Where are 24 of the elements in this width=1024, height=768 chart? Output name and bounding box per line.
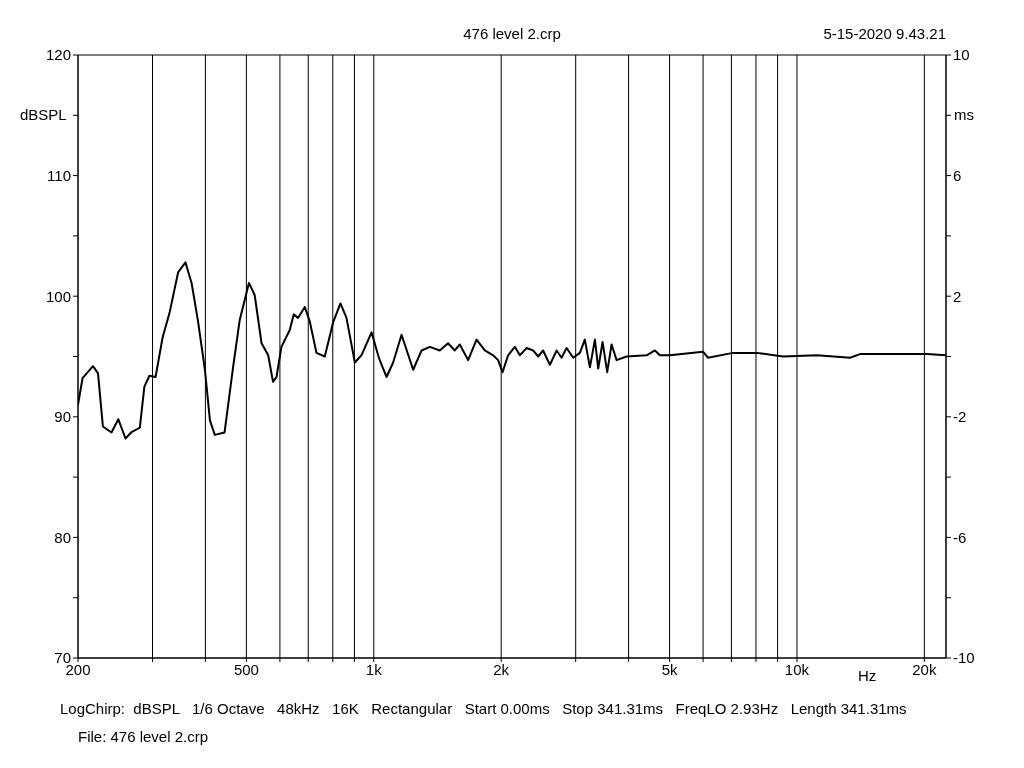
x-tick-label: 10k (784, 660, 810, 678)
text: File: 476 level 2.crp (78, 728, 209, 745)
x-tick-label: 500 (233, 660, 259, 678)
y2-axis-title: ms (954, 106, 974, 124)
x-tick-label: 5k (661, 660, 678, 678)
y2-tick-label: 2 (953, 287, 962, 305)
x-axis-title: Hz (858, 667, 877, 684)
x-tick-label: 1k (365, 660, 383, 678)
y2-tick-label: -2 (953, 408, 967, 426)
y-tick-label: 120 (45, 46, 71, 64)
y-tick-label: 110 (47, 166, 71, 184)
y-tick-label: 90 (54, 408, 71, 426)
y2-tick-label: 6 (953, 166, 962, 184)
text: 5-15-2020 9.43.21 (823, 25, 946, 42)
x-tick-label: 20k (912, 660, 937, 678)
y-tick-label: 80 (54, 528, 71, 546)
y-axis-title: dBSPL (20, 106, 67, 124)
y2-tick-label: 10 (953, 46, 970, 64)
chart-title: 476 level 2.crp (463, 25, 561, 42)
x-tick-label: 2k (493, 660, 510, 678)
y-tick-label: 100 (45, 287, 71, 305)
text: LogChirp: dBSPL 1/6 Octave 48kHz 16K Rectangular Start 0.00ms Stop 341.31ms FreqLO 2.93Hz Length 341.31ms (60, 700, 907, 717)
y2-tick-label: -10 (953, 649, 975, 667)
y2-tick-label: -6 (953, 528, 967, 546)
